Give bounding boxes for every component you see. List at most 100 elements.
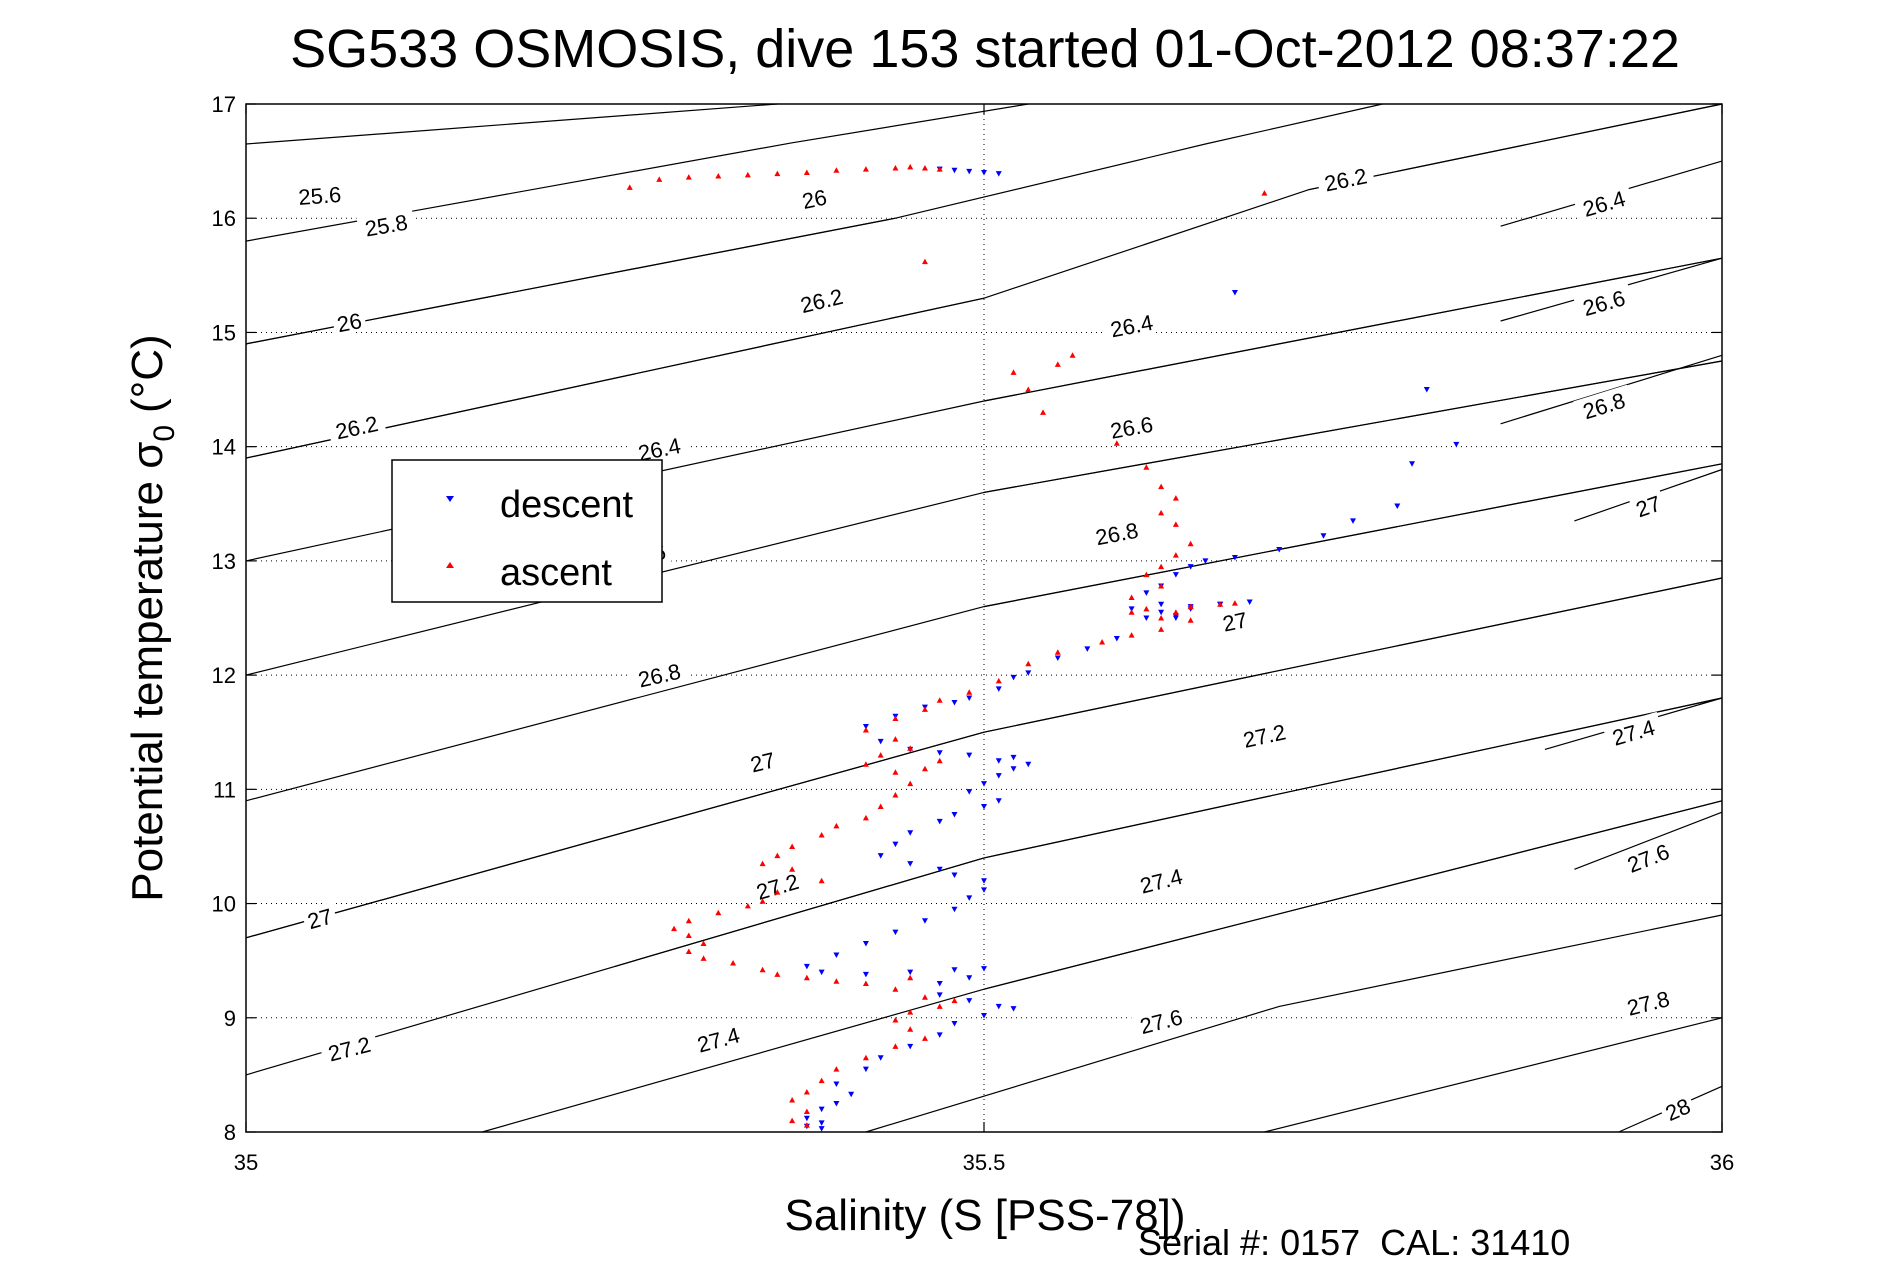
contour-label-bg [1234,716,1295,753]
ascent-point [862,1054,869,1061]
descent-point [892,929,899,936]
contour-label: 26 [335,308,364,337]
ascent-point [862,726,869,733]
ascent-point [833,1066,840,1072]
contour-label-bg [1130,861,1191,899]
x-axis-ticks: 35 35.5 36 [234,104,1734,1175]
y-tick-label: 8 [224,1120,236,1145]
descent-point [1010,674,1017,681]
ascent-point [1187,603,1194,610]
descent-point [877,853,884,859]
ascent-point [1054,361,1061,367]
ascent-point [1158,615,1165,621]
density-contour-line [983,577,1723,733]
contour-label-group: 26.2 [791,281,852,318]
contour-label-bg [743,745,781,777]
ascent-point [907,163,914,170]
ascent-point [833,822,840,829]
ascent-point [818,877,825,884]
ascent-point [759,860,766,867]
contour-label-bg [1573,183,1634,222]
ascent-point [1128,609,1135,615]
ascent-point [892,986,899,992]
ascent-point [803,1108,810,1114]
descent-points [803,166,1460,1132]
contour-label-bg [1216,605,1253,636]
y-tick-label: 17 [212,92,236,117]
contour-label-group: 27 [1216,605,1253,637]
ascent-point [1143,464,1150,470]
ascent-point [921,164,928,171]
y-tick-label: 14 [212,435,236,460]
ascent-point [685,174,692,180]
x-tick-label: 35.5 [963,1150,1006,1175]
descent-point [877,1055,884,1061]
contour-label-bg [1573,384,1634,425]
descent-point [1158,601,1165,608]
contour-label-bg [629,656,690,693]
contour-label-bg [331,306,368,337]
ascent-point [936,757,943,764]
descent-point [907,861,914,867]
descent-point [1025,761,1032,768]
descent-point [1143,590,1150,596]
ascent-point [1187,540,1194,547]
descent-point [966,789,973,795]
descent-point [818,1120,825,1126]
ascent-point [700,940,707,947]
ascent-point [1172,609,1179,615]
descent-point [862,941,869,947]
y-tick-label: 9 [224,1006,236,1031]
ascent-point [907,974,914,981]
ascent-point [774,852,781,859]
contour-label-bg [795,182,833,213]
ascent-point [789,1097,796,1103]
contour-label: 26 [800,185,829,215]
ascent-point [921,258,928,265]
descent-point [877,738,884,745]
ascent-point [759,966,766,973]
ascent-point [685,948,692,955]
contour-label-bg [746,866,808,905]
chart-title: SG533 OSMOSIS, dive 153 started 01-Oct-2… [290,19,1680,79]
descent-point [1350,518,1356,524]
x-tick-label: 36 [1710,1150,1734,1175]
ascent-point [774,170,781,177]
ascent-point [1187,617,1194,623]
legend-ascent-marker [446,562,454,568]
descent-point [833,952,840,958]
y-tick-label: 12 [212,663,236,688]
contour-label-group: 26 [795,182,833,215]
ascent-point [789,843,796,849]
ascent-point [1172,552,1179,558]
descent-point [862,971,869,978]
descent-point [1231,289,1238,296]
descent-point [1025,670,1032,676]
contour-label-bg [300,901,339,934]
ascent-point [921,765,928,772]
x-tick-label: 35 [234,1150,258,1175]
legend-box [391,459,663,603]
contour-label-group: 27 [743,745,781,777]
descent-point [1010,754,1017,761]
contour-label-bg [356,207,416,241]
density-contour-line [245,103,778,145]
contour-label-group: 27 [300,901,339,934]
ascent-point [877,752,884,758]
ascent-point [803,974,810,981]
descent-point [951,872,958,878]
descent-point [966,975,973,981]
ascent-point [951,997,958,1004]
descent-point [907,830,914,836]
ascent-point [1261,190,1268,196]
descent-point [818,969,825,976]
ascent-point [1172,521,1179,527]
ascent-point [759,898,766,904]
descent-point [1084,646,1091,652]
descent-point [1394,503,1401,510]
ascent-points [626,163,1268,1128]
ascent-point [892,1017,899,1023]
descent-point [936,981,943,987]
serial-cal-footer: Serial #: 0157 CAL: 31410 [1138,1222,1570,1262]
